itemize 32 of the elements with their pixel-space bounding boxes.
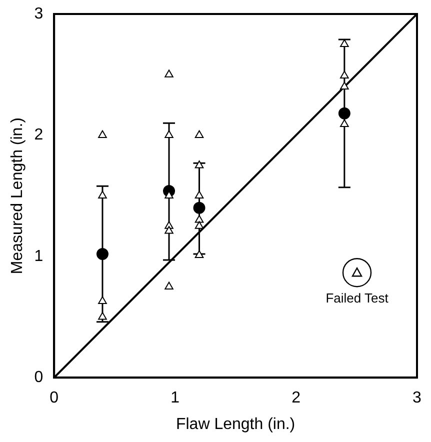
point: [194, 215, 204, 223]
point: [164, 226, 174, 234]
point: [340, 119, 349, 128]
point: [96, 248, 108, 260]
point: [164, 70, 174, 78]
point: [194, 250, 204, 258]
point: [194, 160, 204, 168]
x-tick-label: 0: [50, 390, 59, 407]
y-tick-label: 0: [34, 369, 44, 386]
y-tick-label: 2: [34, 126, 44, 144]
x-tick-label: 1: [170, 390, 180, 407]
point: [164, 282, 174, 290]
point: [193, 202, 206, 214]
point: [194, 190, 204, 199]
point: [340, 70, 349, 79]
y-tick-label: 3: [34, 5, 44, 22]
y-axis-title: Measured Length (in.): [9, 118, 26, 274]
point: [340, 82, 349, 90]
y-tick-label: 1: [34, 248, 44, 265]
x-axis-title: Flaw Length (in.): [176, 416, 296, 433]
point: [98, 130, 107, 138]
point: [194, 130, 204, 138]
point: [340, 39, 349, 48]
x-tick-label: 2: [292, 390, 301, 407]
point: [194, 221, 204, 229]
point: [98, 312, 107, 320]
point: [98, 296, 107, 304]
point: [338, 107, 350, 120]
x-tick-label: 3: [412, 390, 422, 407]
point: [98, 190, 107, 199]
legend-label: Failed Test: [326, 290, 389, 306]
point: [164, 130, 174, 138]
